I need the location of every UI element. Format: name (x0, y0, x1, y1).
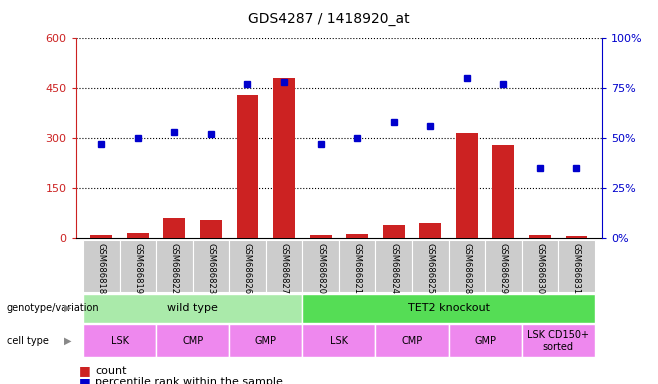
Text: count: count (95, 366, 127, 376)
Bar (522, 324, 595, 357)
Bar (346, 234, 368, 238)
Bar (120, 240, 156, 292)
Bar (529, 235, 551, 238)
Bar (449, 324, 522, 357)
Text: wild type: wild type (167, 303, 218, 313)
Text: TET2 knockout: TET2 knockout (407, 303, 490, 313)
Bar (310, 235, 332, 238)
Text: ■: ■ (79, 364, 91, 377)
Text: LSK CD150+
sorted: LSK CD150+ sorted (527, 330, 589, 352)
Bar (522, 240, 558, 292)
Bar (83, 294, 302, 323)
Bar (83, 324, 156, 357)
Bar (456, 133, 478, 238)
Text: GSM686827: GSM686827 (280, 243, 289, 294)
Text: genotype/variation: genotype/variation (7, 303, 99, 313)
Bar (229, 324, 302, 357)
Text: GSM686831: GSM686831 (572, 243, 581, 294)
Text: GSM686826: GSM686826 (243, 243, 252, 294)
Bar (193, 240, 229, 292)
Text: GDS4287 / 1418920_at: GDS4287 / 1418920_at (248, 12, 410, 25)
Bar (302, 324, 376, 357)
Bar (412, 240, 449, 292)
Bar (127, 233, 149, 238)
Text: GSM686828: GSM686828 (463, 243, 471, 294)
Text: ■: ■ (79, 376, 91, 384)
Bar (449, 240, 485, 292)
Text: GSM686820: GSM686820 (316, 243, 325, 294)
Bar (376, 240, 412, 292)
Bar (156, 240, 193, 292)
Bar (376, 324, 449, 357)
Bar (492, 145, 515, 238)
Text: GSM686829: GSM686829 (499, 243, 508, 294)
Text: LSK: LSK (330, 336, 348, 346)
Bar (90, 235, 113, 238)
Bar (419, 223, 442, 238)
Bar (273, 78, 295, 238)
Text: GSM686822: GSM686822 (170, 243, 179, 294)
Bar (163, 218, 186, 238)
Text: GSM686819: GSM686819 (134, 243, 142, 294)
Text: GSM686825: GSM686825 (426, 243, 435, 294)
Text: cell type: cell type (7, 336, 49, 346)
Bar (565, 236, 588, 238)
Text: GMP: GMP (474, 336, 496, 346)
Bar (383, 225, 405, 238)
Text: ▶: ▶ (64, 336, 71, 346)
Text: ▶: ▶ (64, 303, 71, 313)
Text: GMP: GMP (255, 336, 277, 346)
Bar (236, 95, 259, 238)
Text: GSM686818: GSM686818 (97, 243, 106, 294)
Text: CMP: CMP (182, 336, 203, 346)
Bar (302, 294, 595, 323)
Text: LSK: LSK (111, 336, 128, 346)
Bar (302, 240, 339, 292)
Bar (156, 324, 229, 357)
Text: GSM686821: GSM686821 (353, 243, 362, 294)
Text: percentile rank within the sample: percentile rank within the sample (95, 377, 284, 384)
Bar (558, 240, 595, 292)
Text: GSM686824: GSM686824 (389, 243, 398, 294)
Text: GSM686823: GSM686823 (207, 243, 215, 294)
Bar (229, 240, 266, 292)
Bar (339, 240, 376, 292)
Bar (83, 240, 120, 292)
Bar (200, 220, 222, 238)
Text: GSM686830: GSM686830 (536, 243, 544, 294)
Bar (485, 240, 522, 292)
Text: CMP: CMP (401, 336, 422, 346)
Bar (266, 240, 302, 292)
